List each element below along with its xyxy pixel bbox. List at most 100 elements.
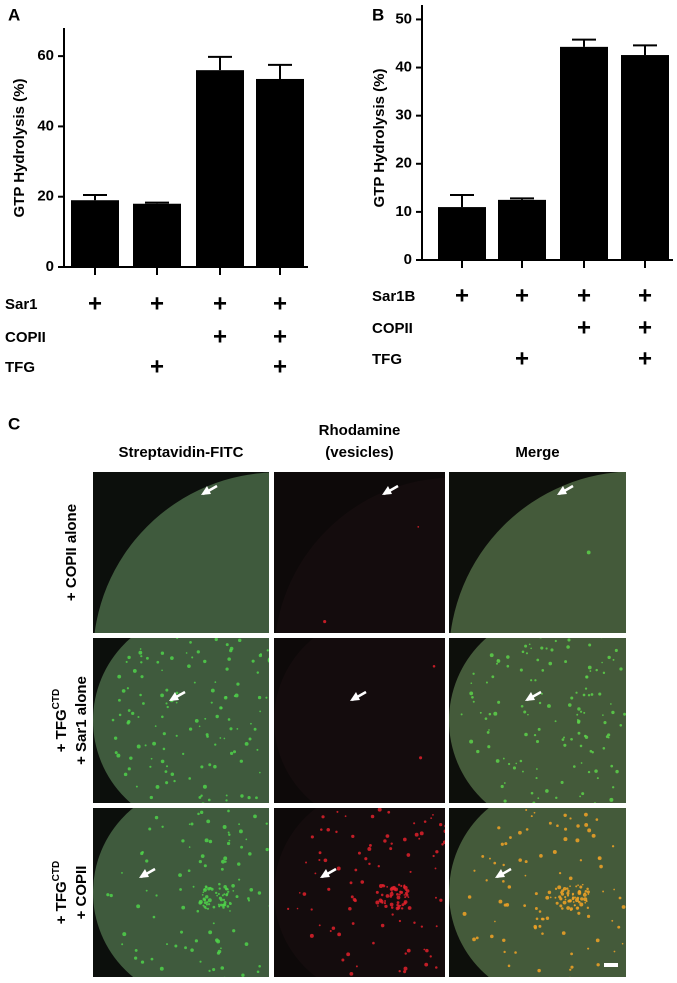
speckle xyxy=(237,862,241,866)
speckle xyxy=(140,675,144,679)
speckle xyxy=(417,525,420,528)
speckle xyxy=(390,891,393,894)
speckle xyxy=(502,880,505,883)
speckle xyxy=(586,550,591,555)
speckle xyxy=(155,785,160,789)
speckle xyxy=(640,928,642,930)
speckle xyxy=(555,901,559,905)
error-bar xyxy=(572,38,596,47)
speckle xyxy=(540,692,543,695)
y-tick-label: 20 xyxy=(37,188,54,205)
speckle xyxy=(349,972,354,976)
speckle xyxy=(134,948,138,952)
speckle xyxy=(164,770,168,774)
speckle xyxy=(337,932,342,937)
speckle xyxy=(165,688,169,692)
speckle xyxy=(524,874,527,877)
speckle xyxy=(203,898,207,902)
speckle xyxy=(541,932,544,935)
speckle xyxy=(547,704,551,708)
y-axis-label: GTP Hydrolysis (%) xyxy=(371,69,388,208)
speckle xyxy=(208,969,211,973)
speckle xyxy=(210,688,215,693)
speckle xyxy=(471,695,474,699)
speckle xyxy=(404,952,407,955)
speckle xyxy=(214,681,217,683)
speckle xyxy=(614,648,618,653)
speckle xyxy=(384,900,387,903)
micrograph xyxy=(274,638,445,803)
speckle xyxy=(500,784,504,789)
bar xyxy=(621,55,669,260)
speckle xyxy=(489,653,494,658)
speckle xyxy=(425,948,429,953)
speckle xyxy=(598,692,602,696)
speckle xyxy=(587,947,590,950)
speckle xyxy=(351,922,355,925)
speckle xyxy=(225,799,228,802)
speckle xyxy=(420,925,424,928)
speckle xyxy=(170,656,174,660)
speckle xyxy=(539,854,543,858)
speckle xyxy=(613,888,615,891)
speckle xyxy=(207,903,211,906)
speckle xyxy=(203,888,207,892)
y-tick-label: 0 xyxy=(46,258,54,275)
speckle xyxy=(219,737,222,739)
speckle xyxy=(612,658,615,661)
y-tick-label: 20 xyxy=(395,155,412,172)
speckle xyxy=(175,734,178,737)
speckle xyxy=(533,733,537,737)
speckle xyxy=(424,962,429,967)
speckle xyxy=(355,965,358,968)
speckle xyxy=(610,703,612,705)
speckle xyxy=(570,965,574,969)
speckle xyxy=(240,794,244,798)
speckle xyxy=(506,664,510,668)
speckle xyxy=(432,664,436,668)
speckle xyxy=(530,679,533,682)
speckle xyxy=(494,920,496,923)
speckle xyxy=(198,795,202,799)
speckle xyxy=(380,899,384,904)
coverslip xyxy=(93,638,269,803)
error-bar xyxy=(633,44,657,56)
speckle xyxy=(595,938,600,943)
speckle xyxy=(577,731,581,735)
speckle xyxy=(537,727,541,731)
speckle xyxy=(528,805,530,807)
speckle xyxy=(161,825,164,828)
speckle xyxy=(229,910,231,912)
bar xyxy=(71,200,119,267)
speckle xyxy=(534,892,538,896)
speckle xyxy=(336,810,339,813)
speckle xyxy=(165,781,169,785)
speckle xyxy=(383,902,387,905)
column-header: Rhodamine xyxy=(319,422,401,439)
speckle xyxy=(602,714,604,716)
speckle xyxy=(181,839,185,843)
speckle xyxy=(323,858,328,863)
speckle xyxy=(117,674,122,679)
micrograph xyxy=(274,472,445,633)
speckle xyxy=(305,861,308,864)
speckle xyxy=(221,859,225,864)
speckle xyxy=(576,720,581,724)
speckle xyxy=(564,898,567,901)
speckle xyxy=(572,901,575,903)
speckle xyxy=(265,847,269,852)
speckle xyxy=(557,885,562,890)
speckle xyxy=(648,700,652,704)
speckle xyxy=(563,837,568,842)
speckle xyxy=(527,713,529,716)
speckle xyxy=(472,672,475,675)
speckle xyxy=(224,860,227,863)
speckle xyxy=(571,894,574,896)
speckle xyxy=(607,655,611,660)
speckle xyxy=(404,891,408,895)
speckle xyxy=(244,741,249,746)
speckle xyxy=(621,905,626,909)
speckle xyxy=(390,906,394,909)
speckle xyxy=(198,860,202,864)
